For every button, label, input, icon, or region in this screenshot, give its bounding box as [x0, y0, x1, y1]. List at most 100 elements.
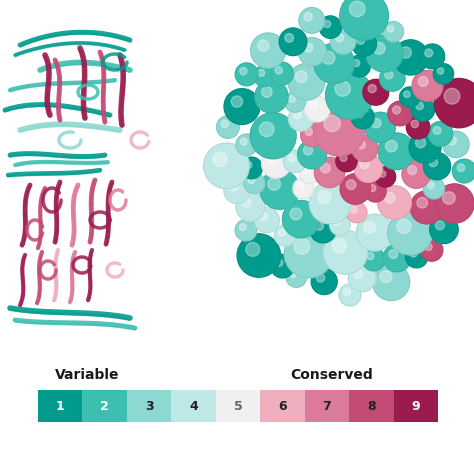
Circle shape — [388, 210, 432, 255]
Circle shape — [406, 116, 430, 139]
Circle shape — [443, 131, 469, 157]
Circle shape — [314, 105, 365, 156]
Circle shape — [385, 140, 397, 152]
Circle shape — [408, 165, 417, 174]
Bar — [38, 390, 82, 422]
Circle shape — [371, 118, 381, 128]
Circle shape — [254, 65, 275, 87]
Circle shape — [416, 137, 426, 148]
Circle shape — [435, 184, 474, 223]
Circle shape — [204, 143, 249, 189]
Circle shape — [285, 34, 293, 42]
Text: 5: 5 — [234, 400, 242, 412]
Circle shape — [383, 21, 403, 42]
Circle shape — [255, 80, 288, 113]
Circle shape — [285, 91, 305, 112]
Circle shape — [288, 64, 325, 100]
Circle shape — [340, 174, 371, 204]
Circle shape — [293, 178, 314, 199]
Circle shape — [367, 253, 374, 260]
Circle shape — [346, 202, 367, 223]
Circle shape — [311, 269, 337, 294]
Circle shape — [392, 106, 401, 114]
Circle shape — [356, 214, 393, 251]
Circle shape — [385, 71, 393, 79]
Circle shape — [402, 160, 430, 188]
Circle shape — [423, 178, 445, 199]
Circle shape — [298, 140, 327, 169]
Circle shape — [248, 177, 255, 183]
Circle shape — [259, 213, 267, 221]
Circle shape — [323, 230, 367, 274]
Circle shape — [231, 96, 243, 107]
Circle shape — [288, 155, 295, 162]
Circle shape — [274, 225, 296, 246]
Circle shape — [275, 67, 283, 74]
Circle shape — [393, 40, 428, 75]
Circle shape — [315, 222, 324, 230]
Text: B: B — [338, 12, 352, 30]
Circle shape — [351, 106, 374, 129]
Circle shape — [400, 47, 411, 58]
Circle shape — [364, 221, 375, 233]
Circle shape — [235, 219, 257, 241]
Circle shape — [354, 154, 383, 182]
Circle shape — [373, 264, 410, 301]
Circle shape — [411, 120, 419, 128]
Circle shape — [326, 72, 374, 119]
Circle shape — [452, 159, 474, 183]
Circle shape — [384, 192, 395, 203]
Circle shape — [378, 186, 411, 219]
Circle shape — [410, 250, 417, 257]
Circle shape — [257, 40, 269, 51]
Circle shape — [378, 133, 415, 170]
Circle shape — [251, 33, 286, 68]
Bar — [127, 390, 171, 422]
Circle shape — [268, 178, 281, 190]
Circle shape — [283, 150, 306, 173]
Circle shape — [237, 234, 281, 277]
Circle shape — [434, 79, 474, 128]
Circle shape — [324, 20, 331, 27]
Text: 1: 1 — [56, 400, 64, 412]
Circle shape — [457, 164, 465, 172]
Circle shape — [383, 244, 411, 272]
Circle shape — [354, 270, 363, 278]
Circle shape — [221, 120, 228, 128]
Circle shape — [260, 170, 300, 210]
Circle shape — [339, 284, 361, 306]
Circle shape — [314, 157, 345, 188]
Circle shape — [420, 239, 443, 261]
Circle shape — [303, 146, 313, 155]
Circle shape — [380, 271, 392, 283]
Circle shape — [250, 113, 296, 159]
Circle shape — [297, 182, 304, 189]
Circle shape — [404, 91, 410, 98]
Circle shape — [351, 206, 357, 213]
Text: 6: 6 — [278, 400, 287, 412]
Circle shape — [365, 181, 386, 202]
Bar — [82, 390, 127, 422]
Circle shape — [235, 63, 258, 86]
Circle shape — [379, 171, 386, 177]
Circle shape — [348, 264, 376, 292]
Circle shape — [279, 229, 285, 236]
Circle shape — [317, 274, 325, 282]
Text: 8: 8 — [367, 400, 376, 412]
Circle shape — [336, 150, 357, 172]
Circle shape — [397, 219, 411, 233]
Circle shape — [239, 224, 246, 231]
Circle shape — [236, 192, 265, 221]
Circle shape — [405, 246, 428, 268]
Circle shape — [240, 67, 247, 75]
Circle shape — [368, 84, 376, 93]
Circle shape — [258, 70, 264, 76]
Circle shape — [240, 138, 247, 145]
Circle shape — [330, 28, 356, 54]
Circle shape — [357, 140, 365, 149]
Circle shape — [262, 87, 272, 97]
Circle shape — [283, 201, 320, 238]
Text: 4: 4 — [189, 400, 198, 412]
Circle shape — [366, 35, 403, 72]
Circle shape — [332, 239, 346, 253]
